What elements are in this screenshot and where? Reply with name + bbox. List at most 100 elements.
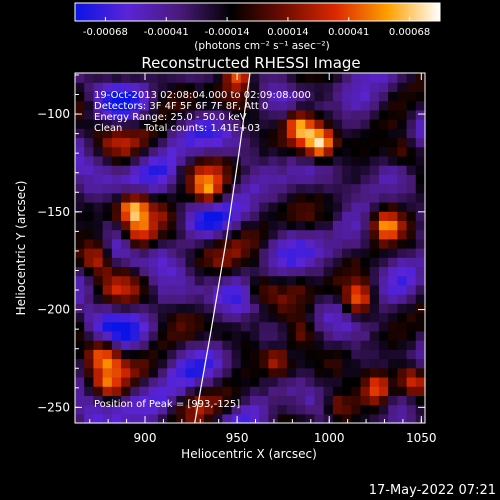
heatmap-cell <box>314 330 325 341</box>
heatmap-cell <box>268 367 279 378</box>
heatmap-cell <box>130 192 141 203</box>
heatmap-cell <box>231 312 242 323</box>
heatmap-cell <box>388 266 398 277</box>
heatmap-cell <box>240 82 251 93</box>
heatmap-cell <box>342 73 352 83</box>
heatmap-cell <box>231 82 242 93</box>
heatmap-cell <box>203 321 214 332</box>
heatmap-cell <box>167 367 177 378</box>
heatmap-cell <box>139 155 150 166</box>
heatmap-cell <box>148 100 159 111</box>
heatmap-cell <box>139 229 150 240</box>
heatmap-cell <box>415 294 426 304</box>
heatmap-cell <box>222 192 233 203</box>
heatmap-cell <box>231 257 242 268</box>
heatmap-cell <box>415 73 426 83</box>
heatmap-cell <box>139 284 150 295</box>
heatmap-cell <box>203 404 214 415</box>
heatmap-cell <box>286 211 297 221</box>
heatmap-cell <box>277 91 288 102</box>
heatmap-cell <box>102 248 113 258</box>
heatmap-cell <box>75 367 85 378</box>
heatmap-cell <box>148 257 159 268</box>
y-tick-label: −250 <box>37 400 70 414</box>
heatmap-cell <box>369 211 380 221</box>
heatmap-cell <box>84 109 95 120</box>
heatmap-cell <box>176 413 187 424</box>
heatmap-cell <box>388 128 398 139</box>
heatmap-cell <box>314 229 325 240</box>
heatmap-cell <box>323 257 334 268</box>
heatmap-cell <box>360 91 371 102</box>
heatmap-cell <box>397 248 408 258</box>
heatmap-cell <box>342 201 352 212</box>
heatmap-cell <box>203 73 214 83</box>
heatmap-cell <box>93 192 104 203</box>
heatmap-cell <box>84 340 95 350</box>
heatmap-cell <box>84 183 95 194</box>
heatmap-cell <box>360 183 371 194</box>
heatmap-cell <box>111 119 122 129</box>
heatmap-cell <box>102 174 113 185</box>
heatmap-cell <box>342 330 352 341</box>
heatmap-cell <box>351 109 362 120</box>
heatmap-cell <box>240 119 251 129</box>
heatmap-cell <box>397 128 408 139</box>
heatmap-cell <box>250 73 260 83</box>
heatmap-cell <box>194 248 205 258</box>
heatmap-cell <box>130 248 141 258</box>
heatmap-cell <box>360 146 371 157</box>
heatmap-cell <box>176 367 187 378</box>
heatmap-cell <box>139 303 150 314</box>
heatmap-cell <box>323 312 334 323</box>
heatmap-cell <box>185 183 196 194</box>
heatmap-cell <box>240 367 251 378</box>
heatmap-cell <box>259 91 270 102</box>
heatmap-cell <box>148 386 159 396</box>
heatmap-cell <box>323 165 334 175</box>
heatmap-cell <box>157 128 168 139</box>
heatmap-cell <box>203 201 214 212</box>
heatmap-cell <box>203 119 214 129</box>
heatmap-cell <box>203 165 214 175</box>
heatmap-cell <box>93 109 104 120</box>
heatmap-cell <box>75 321 85 332</box>
heatmap-cell <box>305 82 316 93</box>
heatmap-cell <box>369 367 380 378</box>
heatmap-cell <box>222 340 233 350</box>
heatmap-cell <box>194 137 205 148</box>
heatmap-cell <box>397 349 408 360</box>
heatmap-cell <box>84 229 95 240</box>
heatmap-cell <box>222 376 233 387</box>
heatmap-cell <box>139 165 150 175</box>
heatmap-cell <box>305 100 316 111</box>
heatmap-cell <box>277 395 288 406</box>
heatmap-cell <box>286 220 297 231</box>
heatmap-cell <box>240 275 251 286</box>
heatmap-cell <box>213 220 223 231</box>
heatmap-cell <box>250 91 260 102</box>
heatmap-cell <box>342 229 352 240</box>
heatmap-cell <box>250 211 260 221</box>
heatmap-cell <box>406 358 417 369</box>
heatmap-cell <box>351 73 362 83</box>
heatmap-cell <box>323 73 334 83</box>
heatmap-cell <box>397 119 408 129</box>
heatmap-cell <box>277 192 288 203</box>
heatmap-cell <box>415 155 426 166</box>
heatmap-cell <box>415 386 426 396</box>
heatmap-cell <box>323 284 334 295</box>
heatmap-cell <box>259 146 270 157</box>
heatmap-cell <box>84 303 95 314</box>
heatmap-cell <box>194 386 205 396</box>
time-range-label: 19-Oct-2013 02:08:04.000 to 02:09:08.000 <box>94 90 311 101</box>
heatmap-cell <box>75 257 85 268</box>
heatmap-cell <box>167 294 177 304</box>
heatmap-cell <box>332 229 343 240</box>
heatmap-cell <box>148 404 159 415</box>
heatmap-cell <box>130 266 141 277</box>
heatmap-cell <box>314 248 325 258</box>
heatmap-cell <box>102 165 113 175</box>
heatmap-cell <box>351 183 362 194</box>
heatmap-cell <box>231 137 242 148</box>
